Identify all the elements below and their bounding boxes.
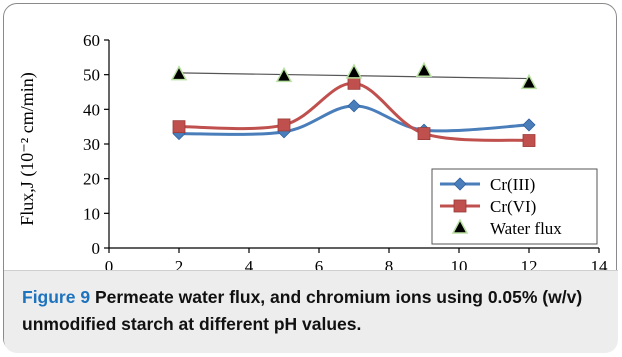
- y-tick-label: 40: [83, 100, 100, 119]
- legend-marker: [451, 218, 469, 234]
- series-cr-vi-: [172, 76, 536, 147]
- x-tick-label: 8: [385, 257, 394, 270]
- data-point: [345, 63, 363, 79]
- legend-item: Cr(III): [440, 175, 535, 194]
- chart-legend: Cr(III) Cr(VI) Water flux: [431, 168, 598, 245]
- legend-label: Water flux: [490, 219, 562, 238]
- y-tick-label: 50: [83, 66, 100, 85]
- y-tick-label: 0: [92, 239, 101, 258]
- data-point: [415, 61, 433, 77]
- data-point: [417, 127, 431, 140]
- legend-label: Cr(III): [490, 175, 535, 194]
- x-tick-label: 0: [105, 257, 114, 270]
- series-cr-iii-: [172, 99, 536, 141]
- x-tick-group: 0 2 4 6 8 10 12 14: [105, 248, 608, 270]
- series-water-flux: [170, 61, 538, 90]
- y-tick-group: 0 10 20 30 40 50 60: [83, 31, 109, 258]
- x-tick-label: 2: [175, 257, 184, 270]
- x-tick-label: 6: [315, 257, 324, 270]
- legend-items: Cr(III) Cr(VI) Water flux: [440, 175, 562, 238]
- y-tick-label: 10: [83, 204, 100, 223]
- data-point: [522, 134, 536, 147]
- y-tick-label: 60: [83, 31, 100, 50]
- x-tick-label: 14: [591, 257, 609, 270]
- legend-marker: [453, 199, 467, 213]
- data-point: [522, 118, 536, 132]
- figure-caption: Figure 9 Permeate water flux, and chromi…: [4, 270, 618, 353]
- figure-panel: 0 10 20 30 40 50 60 0 2 4 6 8 10 12 14 Flux,J (10⁻² c…: [3, 3, 618, 353]
- data-point: [170, 65, 188, 81]
- data-point: [520, 73, 538, 90]
- y-tick-label: 20: [83, 170, 100, 189]
- caption-body: Permeate water flux, and chromium ions u…: [22, 287, 583, 334]
- data-point: [172, 120, 186, 134]
- legend-marker: [453, 177, 467, 191]
- x-tick-label: 12: [521, 257, 538, 270]
- line-chart: 0 10 20 30 40 50 60 0 2 4 6 8 10 12 14 Flux,J (10⁻² c…: [17, 31, 608, 270]
- x-tick-label: 4: [245, 257, 254, 270]
- data-point: [275, 66, 293, 83]
- legend-item: Water flux: [451, 218, 562, 238]
- y-axis-title: Flux,J (10⁻² cm/min): [17, 72, 38, 225]
- data-point: [347, 99, 361, 113]
- y-tick-label: 30: [83, 135, 100, 154]
- caption-text: Figure 9 Permeate water flux, and chromi…: [22, 284, 602, 338]
- series-layer: [170, 61, 538, 147]
- x-tick-label: 10: [451, 257, 468, 270]
- legend-item: Cr(VI): [440, 197, 536, 216]
- data-point: [347, 76, 361, 90]
- legend-label: Cr(VI): [490, 197, 536, 216]
- caption-label: Figure 9: [22, 287, 91, 307]
- data-point: [277, 118, 291, 132]
